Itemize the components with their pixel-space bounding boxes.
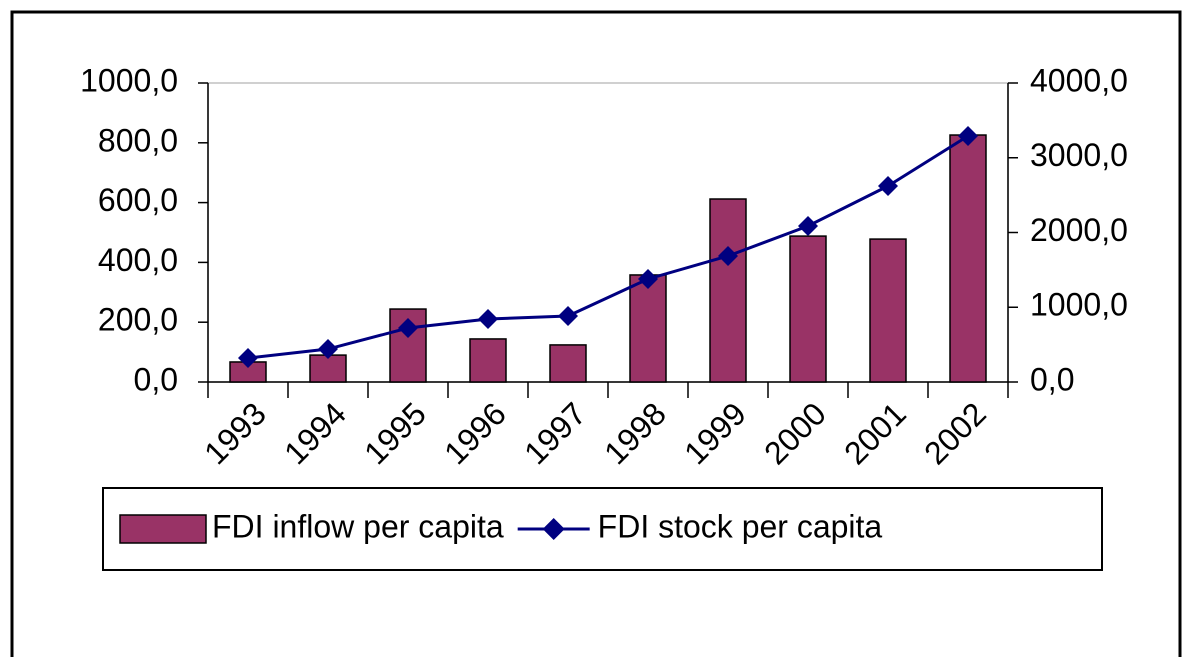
- x-tick-label: 2001: [837, 395, 913, 471]
- marker: [798, 215, 818, 236]
- line: [247, 134, 969, 360]
- legend-marker: [542, 518, 565, 540]
- x-tick-label: 1996: [437, 395, 513, 471]
- marker: [558, 305, 578, 326]
- marker: [478, 308, 498, 329]
- bar: [949, 134, 987, 383]
- legend-label: FDI stock per capita: [598, 508, 883, 544]
- legend-label: FDI inflow per capita: [212, 508, 504, 544]
- marker: [878, 176, 898, 197]
- x-tick-label: 1995: [357, 395, 433, 471]
- y-tick-label: 0,0: [134, 361, 178, 397]
- y2-tick-label: 2000,0: [1030, 212, 1128, 248]
- bar: [789, 235, 827, 383]
- x-tick-label: 1994: [277, 395, 353, 471]
- x-tick-label: 1998: [597, 395, 673, 471]
- bar: [389, 308, 427, 383]
- marker: [958, 125, 978, 146]
- marker: [638, 268, 658, 289]
- bar: [469, 338, 507, 383]
- y-tick-label: 600,0: [98, 182, 178, 218]
- x-tick-label: 1993: [197, 395, 273, 471]
- legend-swatch: [119, 514, 207, 544]
- marker: [718, 245, 738, 266]
- bar: [549, 344, 587, 383]
- y2-tick-label: 3000,0: [1030, 137, 1128, 173]
- y-tick-label: 200,0: [98, 302, 178, 338]
- bar: [869, 238, 907, 383]
- marker: [318, 339, 338, 360]
- chart-frame: [10, 10, 1182, 657]
- y2-tick-label: 4000,0: [1030, 62, 1128, 98]
- x-tick-label: 2000: [757, 395, 833, 471]
- marker: [398, 318, 418, 339]
- y-tick-label: 800,0: [98, 122, 178, 158]
- x-tick-label: 1999: [677, 395, 753, 471]
- bar: [709, 198, 747, 383]
- x-tick-label: 2002: [917, 395, 993, 471]
- legend-box: [102, 487, 1103, 571]
- bar: [629, 274, 667, 383]
- bar: [309, 354, 347, 383]
- y2-tick-label: 1000,0: [1030, 287, 1128, 323]
- y2-tick-label: 0,0: [1030, 361, 1074, 397]
- marker: [238, 348, 258, 369]
- x-tick-label: 1997: [517, 395, 593, 471]
- y-tick-label: 1000,0: [80, 62, 178, 98]
- y-tick-label: 400,0: [98, 242, 178, 278]
